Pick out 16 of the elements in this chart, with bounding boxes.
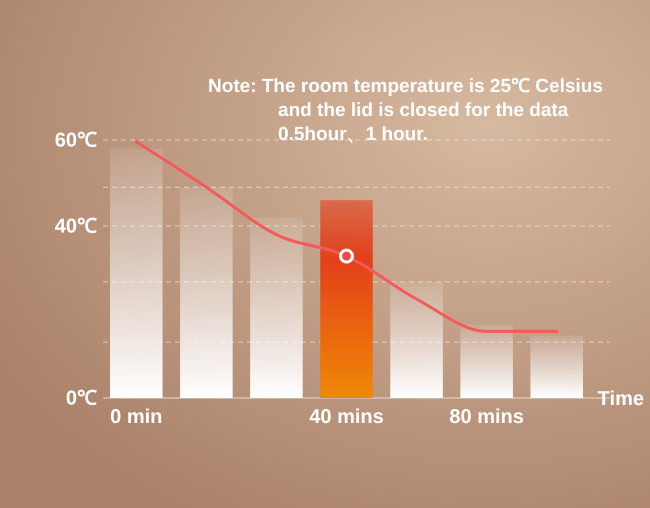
line-series — [134, 140, 558, 333]
bar — [390, 282, 443, 398]
y-tick-label: 0℃ — [66, 387, 97, 410]
y-tick-label: 40℃ — [54, 215, 97, 238]
x-axis-title: Time — [598, 388, 644, 410]
x-tick-label: 0 min — [110, 406, 162, 428]
bar — [250, 217, 303, 398]
bar — [180, 187, 233, 398]
x-tick-label: 40 mins — [309, 406, 384, 428]
y-tick-label: 60℃ — [54, 129, 97, 152]
bar — [110, 148, 163, 398]
bar — [530, 336, 583, 398]
bar — [460, 324, 513, 398]
bar — [320, 200, 373, 398]
x-tick-label: 80 mins — [449, 406, 524, 428]
annotation: Note: The room temperature is 25℃ Celsius and the lid is closed for the data 0.5hour、1 hour. — [208, 76, 603, 145]
